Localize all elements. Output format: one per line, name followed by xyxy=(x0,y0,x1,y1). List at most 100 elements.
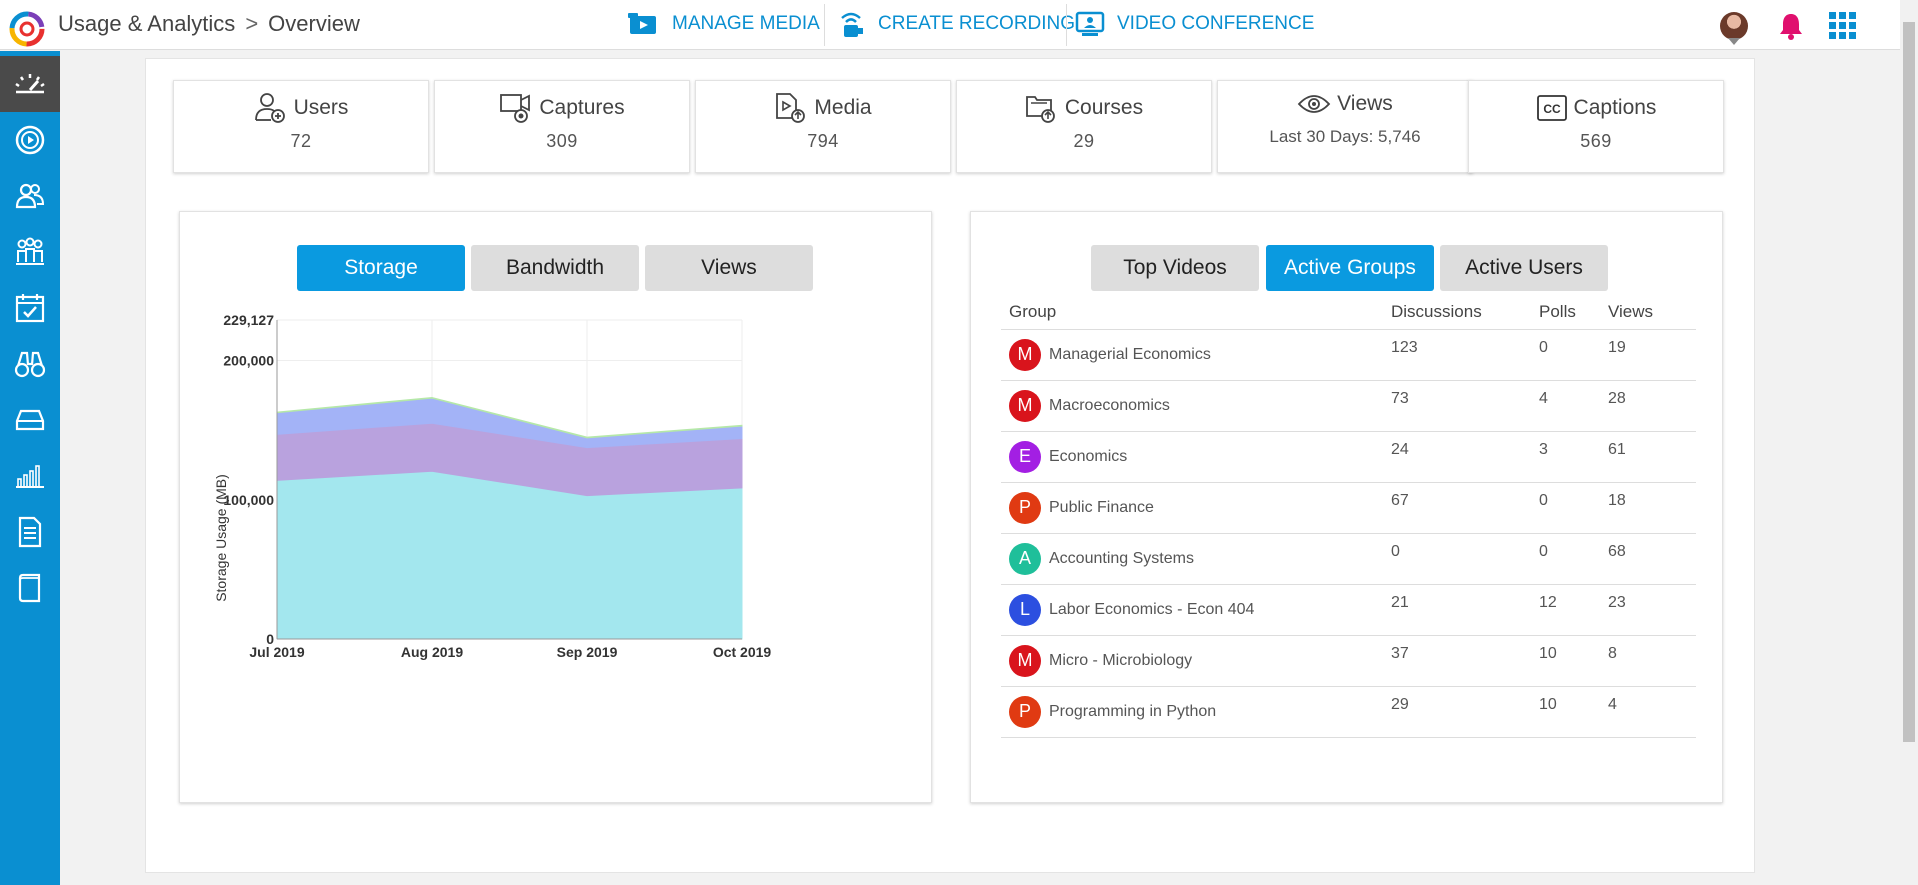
group-cell[interactable]: M Macroeconomics xyxy=(1001,380,1383,432)
table-row[interactable]: P Public Finance 67 0 18 xyxy=(1001,482,1696,534)
group-name[interactable]: Programming in Python xyxy=(1049,702,1217,720)
group-avatar: M xyxy=(1009,644,1041,677)
group-name[interactable]: Public Finance xyxy=(1049,498,1154,516)
tab-active-groups[interactable]: Active Groups xyxy=(1266,245,1434,291)
group-name[interactable]: Managerial Economics xyxy=(1049,345,1211,363)
stat-card-head: CC Captions xyxy=(1469,91,1723,125)
discussions-cell: 123 xyxy=(1383,329,1531,381)
video-conference-button[interactable]: VIDEO CONFERENCE xyxy=(1075,0,1314,48)
table-row[interactable]: E Economics 24 3 61 xyxy=(1001,431,1696,483)
scrollbar-thumb[interactable] xyxy=(1903,22,1915,742)
group-cell[interactable]: M Micro - Microbiology xyxy=(1001,635,1383,687)
sidebar-item-reports[interactable] xyxy=(0,448,60,504)
groups-icon xyxy=(16,237,44,265)
sidebar-item-media[interactable] xyxy=(0,112,60,168)
video-conference-icon xyxy=(1075,11,1105,36)
column-header-group[interactable]: Group xyxy=(1001,295,1383,330)
stat-value: Last 30 Days: 5,746 xyxy=(1269,127,1421,146)
discussions-cell: 73 xyxy=(1383,380,1531,432)
users-icon xyxy=(15,183,45,209)
stat-card-captions[interactable]: CC Captions 569 xyxy=(1468,80,1724,173)
bell-icon[interactable] xyxy=(1778,12,1804,40)
stat-card-head: Media xyxy=(696,91,950,125)
table-row[interactable]: P Programming in Python 29 10 4 xyxy=(1001,686,1696,738)
views-cell: 23 xyxy=(1600,584,1696,636)
group-name[interactable]: Accounting Systems xyxy=(1049,549,1194,567)
tab-top-videos[interactable]: Top Videos xyxy=(1091,245,1259,291)
stat-label: Views xyxy=(1337,92,1393,115)
table-row[interactable]: M Macroeconomics 73 4 28 xyxy=(1001,380,1696,432)
polls-cell: 10 xyxy=(1531,635,1600,687)
create-recording-button[interactable]: CREATE RECORDING xyxy=(836,0,1075,48)
sidebar-item-analytics[interactable] xyxy=(0,56,60,112)
views-cell: 18 xyxy=(1600,482,1696,534)
column-header-discussions[interactable]: Discussions xyxy=(1383,295,1531,330)
app-logo-icon[interactable] xyxy=(8,10,46,48)
stat-card-courses[interactable]: Courses 29 xyxy=(956,80,1212,173)
table-row[interactable]: A Accounting Systems 0 0 68 xyxy=(1001,533,1696,585)
manage-media-button[interactable]: MANAGE MEDIA xyxy=(628,0,820,48)
tab-active-users[interactable]: Active Users xyxy=(1440,245,1608,291)
tab-storage[interactable]: Storage xyxy=(297,245,465,291)
stat-card-views[interactable]: Views Last 30 Days: 5,746 xyxy=(1217,80,1473,173)
stat-card-head: Views xyxy=(1218,87,1472,121)
polls-cell: 0 xyxy=(1531,533,1600,585)
group-cell[interactable]: L Labor Economics - Econ 404 xyxy=(1001,584,1383,636)
discussions-cell: 29 xyxy=(1383,686,1531,738)
capture-icon xyxy=(500,94,531,123)
stat-card-captures[interactable]: Captures 309 xyxy=(434,80,690,173)
stat-card-media[interactable]: Media 794 xyxy=(695,80,951,173)
group-name[interactable]: Micro - Microbiology xyxy=(1049,651,1193,669)
group-cell[interactable]: P Public Finance xyxy=(1001,482,1383,534)
group-avatar: P xyxy=(1009,695,1041,728)
sidebar-item-discover[interactable] xyxy=(0,336,60,392)
discussions-cell: 37 xyxy=(1383,635,1531,687)
breadcrumb-parent[interactable]: Usage & Analytics xyxy=(58,11,236,36)
x-tick-label: Jul 2019 xyxy=(249,644,304,660)
table-row[interactable]: M Micro - Microbiology 37 10 8 xyxy=(1001,635,1696,687)
polls-cell: 12 xyxy=(1531,584,1600,636)
sidebar xyxy=(0,51,60,885)
create-recording-label: CREATE RECORDING xyxy=(878,13,1076,34)
bar-chart-icon xyxy=(16,465,44,488)
group-cell[interactable]: E Economics xyxy=(1001,431,1383,483)
group-cell[interactable]: P Programming in Python xyxy=(1001,686,1383,738)
area-series-0[interactable] xyxy=(276,470,743,640)
eye-icon xyxy=(1297,95,1331,113)
discussions-cell: 21 xyxy=(1383,584,1531,636)
dashboard-gauge-icon xyxy=(15,74,45,94)
table-row[interactable]: M Managerial Economics 123 0 19 xyxy=(1001,329,1696,381)
views-cell: 4 xyxy=(1600,686,1696,738)
sidebar-item-users[interactable] xyxy=(0,168,60,224)
chevron-down-icon[interactable] xyxy=(1728,38,1740,45)
group-avatar: P xyxy=(1009,491,1041,524)
sidebar-item-documents[interactable] xyxy=(0,504,60,560)
group-name[interactable]: Economics xyxy=(1049,447,1128,465)
video-conference-label: VIDEO CONFERENCE xyxy=(1117,13,1315,34)
group-name[interactable]: Labor Economics - Econ 404 xyxy=(1049,600,1255,618)
media-icon xyxy=(628,13,656,34)
sidebar-item-tasks[interactable] xyxy=(0,280,60,336)
y-tick-label: 200,000 xyxy=(223,353,274,369)
sidebar-item-library[interactable] xyxy=(0,560,60,616)
sidebar-item-groups[interactable] xyxy=(0,224,60,280)
tab-bandwidth[interactable]: Bandwidth xyxy=(471,245,639,291)
group-cell[interactable]: M Managerial Economics xyxy=(1001,329,1383,381)
group-avatar: M xyxy=(1009,389,1041,422)
sidebar-item-storage[interactable] xyxy=(0,392,60,448)
stat-card-users[interactable]: Users 72 xyxy=(173,80,429,173)
column-header-polls[interactable]: Polls xyxy=(1531,295,1600,330)
area-series-3[interactable] xyxy=(276,396,743,439)
play-circle-icon xyxy=(15,125,45,155)
document-icon xyxy=(18,516,42,548)
apps-grid-icon[interactable] xyxy=(1829,12,1856,39)
courses-icon xyxy=(1025,96,1055,123)
tab-views[interactable]: Views xyxy=(645,245,813,291)
table-row[interactable]: L Labor Economics - Econ 404 21 12 23 xyxy=(1001,584,1696,636)
scrollbar[interactable] xyxy=(1900,0,1918,885)
group-name[interactable]: Macroeconomics xyxy=(1049,396,1170,414)
stat-label: Captions xyxy=(1573,96,1657,119)
user-avatar[interactable] xyxy=(1720,12,1748,40)
column-header-views[interactable]: Views xyxy=(1600,295,1696,330)
group-cell[interactable]: A Accounting Systems xyxy=(1001,533,1383,585)
